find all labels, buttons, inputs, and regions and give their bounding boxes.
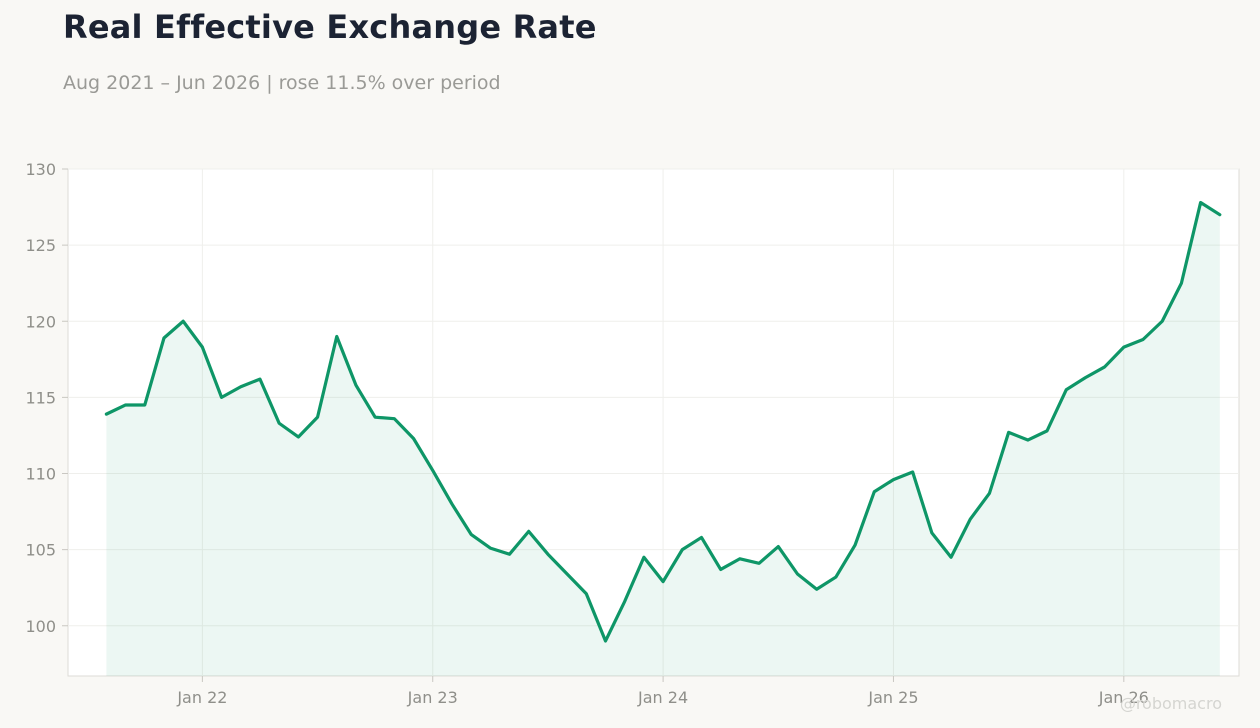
data-point [662,580,665,583]
data-point [220,396,223,399]
data-point [1142,338,1145,341]
x-tick-label: Jan 22 [176,688,227,707]
data-point [1122,346,1125,349]
y-tick-label: 130 [25,160,56,179]
data-point [124,403,127,406]
y-tick-label: 105 [25,541,56,560]
x-tick-label: Jan 25 [867,688,918,707]
data-point [546,553,549,556]
data-point [527,530,530,533]
data-point [1046,429,1049,432]
data-point [1007,431,1010,434]
data-point [182,320,185,323]
data-point [450,502,453,505]
data-point [143,403,146,406]
data-point [758,562,761,565]
data-point [950,556,953,559]
area-layer [106,202,1220,676]
plot-area [67,168,1240,677]
data-point [1218,213,1221,216]
data-point [604,639,607,642]
data-point [412,437,415,440]
data-point [201,346,204,349]
data-point [489,547,492,550]
data-point [892,478,895,481]
data-point [854,544,857,547]
data-point [738,557,741,560]
data-point [239,385,242,388]
data-point [431,469,434,472]
data-point [623,600,626,603]
data-point [566,572,569,575]
data-point [930,531,933,534]
y-tick-label: 120 [25,312,56,331]
data-point [969,518,972,521]
data-point [1084,376,1087,379]
data-point [700,536,703,539]
series-line [104,200,1222,643]
data-point [1103,365,1106,368]
data-point [1180,282,1183,285]
data-point [162,337,165,340]
data-point [105,413,108,416]
data-point [393,417,396,420]
data-point [911,470,914,473]
y-tick-label: 110 [25,465,56,484]
y-axis: 100 105 110 115 120 125 130 [25,160,68,636]
chart-subtitle: Aug 2021 – Jun 2026 | rose 11.5% over pe… [63,72,501,94]
data-point [777,545,780,548]
series-area [106,202,1220,676]
x-tick-label: Jan 26 [1098,688,1149,707]
data-point [1065,388,1068,391]
data-point [681,548,684,551]
data-point [1199,201,1202,204]
data-point [354,384,357,387]
watermark: @robomacro [1119,694,1222,713]
data-point [834,576,837,579]
grid-layer [68,168,1239,676]
data-point [335,335,338,338]
data-point [278,422,281,425]
data-point [642,556,645,559]
data-point [508,553,511,556]
y-tick-label: 115 [25,388,56,407]
x-tick-label: Jan 24 [637,688,688,707]
data-point [1026,439,1029,442]
data-point [1161,320,1164,323]
data-point [585,592,588,595]
y-tick-label: 100 [25,617,56,636]
data-point [988,492,991,495]
data-point [796,572,799,575]
line-layer [104,200,1222,643]
data-point [297,435,300,438]
data-point [470,533,473,536]
x-axis: Jan 22 Jan 23 Jan 24 Jan 25 Jan 26 [176,676,1149,707]
data-point [258,378,261,381]
data-point [873,490,876,493]
y-tick-label: 125 [25,236,56,255]
data-point [719,568,722,571]
data-point [316,416,319,419]
chart-title: Real Effective Exchange Rate [63,8,597,46]
data-point [374,416,377,419]
data-point [815,588,818,591]
x-tick-label: Jan 23 [407,688,458,707]
